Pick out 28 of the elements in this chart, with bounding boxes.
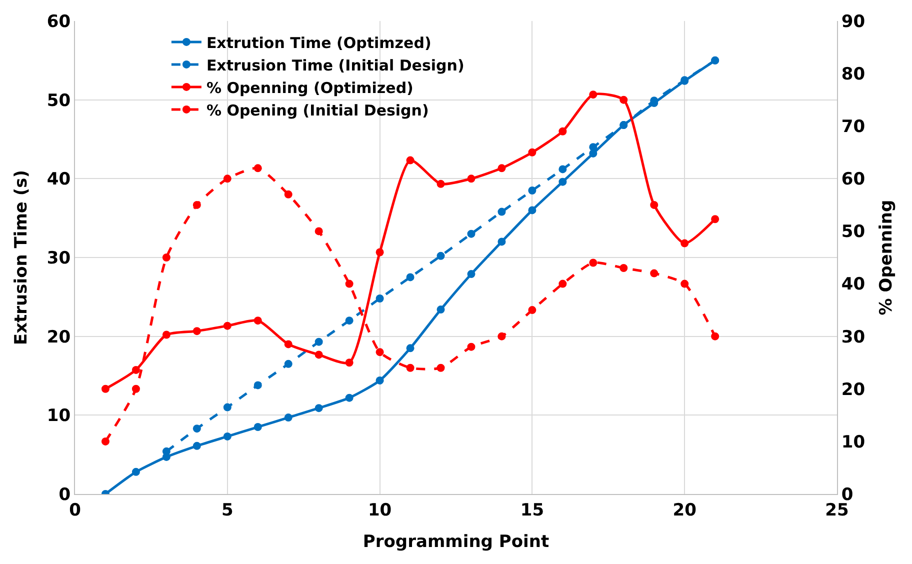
legend-label: % Openning (Optimized) (206, 78, 414, 97)
legend-label: Extrusion Time (Initial Design) (206, 56, 464, 74)
y2-tick-label: 70 (841, 117, 866, 138)
x-tick-label: 15 (520, 500, 544, 520)
legend-label: % Opening (Initial Design) (206, 101, 429, 120)
x-tick-label: 25 (825, 500, 849, 520)
x-tick-label: 20 (672, 500, 697, 520)
y-tick-label: 40 (46, 170, 71, 190)
y2-tick-label: 20 (841, 380, 866, 400)
y2-tick-label: 50 (841, 222, 866, 242)
y2-tick-label: 60 (841, 170, 866, 190)
x-tick-label: 10 (368, 500, 392, 520)
y-tick-label: 10 (46, 406, 71, 426)
y-tick-label: 50 (46, 90, 71, 111)
legend-label: Extrution Time (Optimzed) (206, 34, 432, 52)
y-tick-label: 0 (58, 484, 71, 505)
y2-tick-label: 80 (841, 64, 866, 85)
y2-tick-label: 90 (841, 12, 866, 32)
y2-axis-title: % Openning (876, 200, 897, 316)
x-tick-label: 5 (221, 500, 234, 520)
y2-tick-label: 30 (841, 327, 866, 348)
y-tick-label: 30 (46, 248, 71, 268)
y2-tick-label: 10 (841, 432, 866, 452)
y2-tick-label: 40 (841, 274, 866, 295)
y-tick-label: 20 (46, 327, 71, 348)
y-axis-title: Extrusion Time (s) (11, 170, 32, 346)
x-axis-title: Programming Point (362, 532, 550, 552)
y-tick-label: 60 (46, 12, 71, 32)
